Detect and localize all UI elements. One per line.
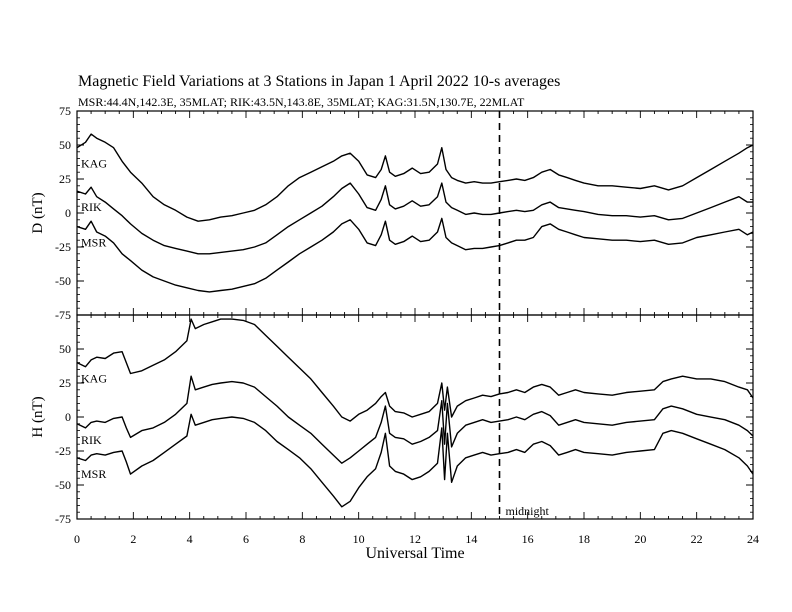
ytick-label-h: -25 [55,444,71,458]
series-line-rik-h [76,375,754,464]
series-line-msr-h [76,413,754,508]
xtick-label: 14 [465,532,477,546]
series-line-kag-d [76,133,754,222]
series-line-kag-h [76,318,754,422]
xtick-label: 20 [634,532,646,546]
xtick-label: 12 [409,532,421,546]
y-axis-label-h: H (nT) [30,396,46,437]
ytick-label-h: -50 [55,478,71,492]
series-line-msr-d [76,217,754,293]
xtick-label: 16 [522,532,534,546]
series-label-msr-h: MSR [81,467,106,481]
xtick-label: 24 [747,532,759,546]
series-label-rik-h: RIK [81,433,102,447]
series-line-rik-d [76,182,753,255]
chart-title: Magnetic Field Variations at 3 Stations … [78,73,561,90]
series-label-kag-h: KAG [81,372,107,386]
x-axis-label: Universal Time [365,545,464,562]
xtick-label: 8 [299,532,305,546]
ytick-label-h: 25 [59,376,71,390]
series-label-msr-d: MSR [81,236,106,250]
series-label-kag-d: KAG [81,157,107,171]
ytick-label-h: -75 [55,512,71,526]
chart-subtitle: MSR:44.4N,142.3E, 35MLAT; RIK:43.5N,143.… [78,95,525,109]
ytick-label-h: 50 [59,342,71,356]
panel-frame-d [76,110,754,316]
ytick-label-d: 50 [59,138,71,152]
xtick-label: 10 [353,532,365,546]
panel-frame-h [76,314,754,520]
ytick-label-d: -50 [55,274,71,288]
xtick-label: 22 [691,532,703,546]
xtick-label: 2 [130,532,136,546]
xtick-label: 4 [187,532,193,546]
midnight-label: midnight [506,504,550,518]
xtick-label: 0 [74,532,80,546]
ytick-label-d: 75 [59,104,71,118]
ytick-label-d: -25 [55,240,71,254]
series-label-rik-d: RIK [81,200,102,214]
y-axis-label-d: D (nT) [30,192,46,233]
ytick-label-d: -75 [55,308,71,322]
ytick-label-h: 0 [65,410,71,424]
xtick-label: 18 [578,532,590,546]
ytick-label-d: 0 [65,206,71,220]
ytick-label-d: 25 [59,172,71,186]
xtick-label: 6 [243,532,249,546]
